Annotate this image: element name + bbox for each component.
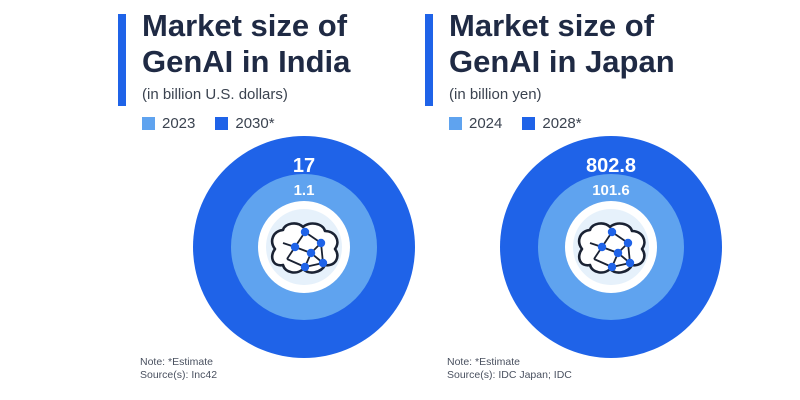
brain-node bbox=[318, 258, 328, 268]
legend-label: 2028* bbox=[542, 115, 582, 132]
brain-node bbox=[300, 227, 310, 237]
accent-bar bbox=[425, 14, 433, 106]
chart-footnote: Note: *Estimate Source(s): Inc42 bbox=[140, 356, 217, 382]
brain-node bbox=[306, 248, 316, 258]
brain-node bbox=[625, 258, 635, 268]
note-text: Note: *Estimate bbox=[447, 356, 520, 368]
source-text: Source(s): Inc42 bbox=[140, 369, 218, 381]
brain-node bbox=[613, 248, 623, 258]
legend-label: 2023 bbox=[162, 115, 196, 132]
legend: 2024 2028* bbox=[449, 115, 602, 132]
legend-item-2028: 2028* bbox=[522, 115, 582, 132]
middle-value-label: 1.1 bbox=[294, 182, 315, 199]
brain-node bbox=[316, 238, 326, 248]
india-panel: Market size of GenAI in India (in billio… bbox=[118, 0, 418, 400]
legend-swatch bbox=[522, 117, 536, 130]
brain-node bbox=[300, 262, 310, 272]
brain-node bbox=[597, 242, 607, 252]
japan-panel: Market size of GenAI in Japan (in billio… bbox=[425, 0, 725, 400]
legend-item-2024: 2024 bbox=[449, 115, 502, 132]
brain-node bbox=[607, 227, 617, 237]
brain-node bbox=[607, 262, 617, 272]
outer-value-label: 17 bbox=[293, 155, 315, 177]
chart-title: Market size of GenAI in India bbox=[142, 8, 351, 79]
chart-title: Market size of GenAI in Japan bbox=[449, 8, 675, 79]
source-text: Source(s): IDC Japan; IDC bbox=[447, 369, 572, 381]
legend-label: 2024 bbox=[469, 115, 503, 132]
legend-item-2023: 2023 bbox=[142, 115, 195, 132]
note-text: Note: *Estimate bbox=[140, 356, 213, 368]
legend-item-2030: 2030* bbox=[215, 115, 275, 132]
legend-label: 2030* bbox=[235, 115, 275, 132]
legend-swatch bbox=[142, 117, 155, 130]
legend-swatch bbox=[215, 117, 229, 130]
concentric-circle-chart: 802.8 101.6 bbox=[500, 136, 722, 358]
chart-subtitle: (in billion yen) bbox=[449, 86, 542, 103]
chart-footnote: Note: *Estimate Source(s): IDC Japan; ID… bbox=[447, 356, 572, 382]
outer-value-label: 802.8 bbox=[586, 155, 636, 177]
accent-bar bbox=[118, 14, 126, 106]
brain-network-icon bbox=[270, 222, 339, 274]
brain-network-icon bbox=[577, 222, 646, 274]
brain-node bbox=[623, 238, 633, 248]
brain-node bbox=[290, 242, 300, 252]
chart-subtitle: (in billion U.S. dollars) bbox=[142, 86, 288, 103]
concentric-circle-chart: 171.1 bbox=[193, 136, 415, 358]
middle-value-label: 101.6 bbox=[592, 182, 630, 199]
legend-swatch bbox=[449, 117, 462, 130]
legend: 2023 2030* bbox=[142, 115, 295, 132]
